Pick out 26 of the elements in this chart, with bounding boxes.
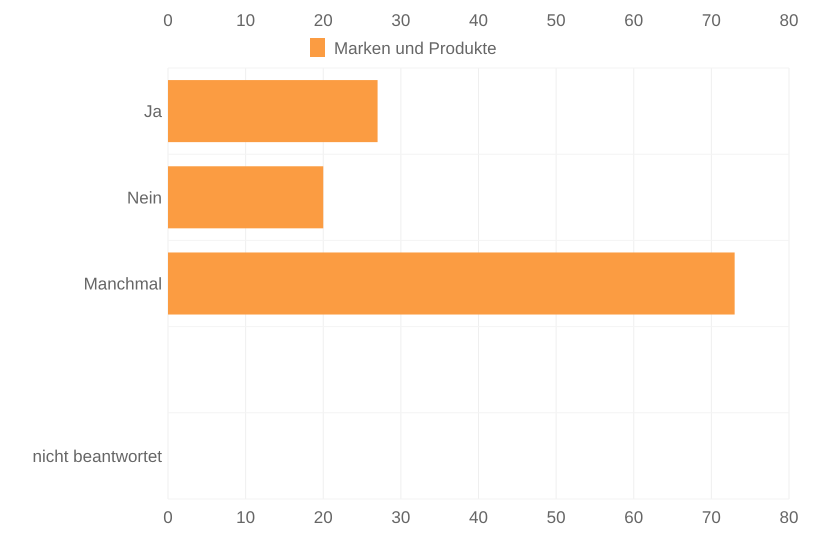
x2-tick-label: 50 — [546, 11, 566, 30]
x-tick-label: 20 — [314, 508, 333, 527]
x-tick-label: 30 — [391, 508, 410, 527]
x2-tick-label: 80 — [780, 11, 798, 30]
x2-tick-label: 30 — [391, 11, 410, 30]
x-tick-label: 40 — [469, 508, 488, 527]
legend-label: Marken und Produkte — [334, 38, 497, 58]
x2-tick-label: 70 — [702, 11, 721, 30]
y-tick-label: Ja — [144, 102, 163, 122]
y-tick-label: nicht beantwortet — [32, 446, 162, 466]
bar — [168, 166, 324, 228]
x2-tick-label: 20 — [314, 11, 333, 30]
x2-tick-label: 60 — [624, 11, 644, 30]
x-tick-label: 80 — [780, 508, 798, 527]
x2-tick-label: 40 — [469, 11, 488, 30]
bar — [168, 252, 735, 315]
x-tick-label: 70 — [702, 508, 721, 527]
x2-tick-label: 10 — [236, 11, 256, 30]
x-tick-label: 50 — [546, 508, 566, 527]
x-tick-label: 0 — [163, 508, 173, 527]
x-tick-label: 10 — [236, 508, 256, 527]
x-tick-label: 60 — [624, 508, 644, 527]
y-tick-label: Nein — [127, 188, 162, 208]
x2-tick-label: 0 — [163, 11, 173, 30]
y-tick-label: Manchmal — [84, 274, 162, 294]
bar — [168, 80, 378, 142]
